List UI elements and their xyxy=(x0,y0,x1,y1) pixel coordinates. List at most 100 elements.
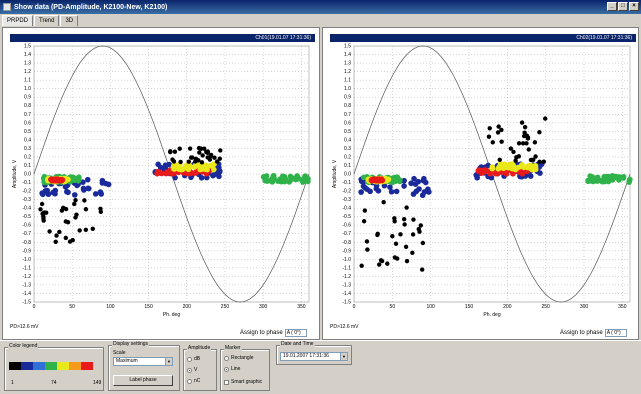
y-tick-label: 1.1 xyxy=(344,78,351,84)
y-tick-label: -0.1 xyxy=(22,180,31,186)
pd-pulse-point xyxy=(178,159,183,165)
y-tick-label: -0.6 xyxy=(342,223,351,229)
amplitude-db-radio[interactable]: dB xyxy=(187,356,200,362)
assign-phase-select[interactable]: A ( 0°) xyxy=(604,329,627,337)
window-title: Show data (PD-Amplitude, K2100-New, K210… xyxy=(14,3,168,11)
pd-pulse-point xyxy=(361,219,367,224)
tab-trend[interactable]: Trend xyxy=(34,15,60,26)
pd-pulse-point xyxy=(187,146,193,151)
radio-icon xyxy=(224,355,229,361)
scale-value: Maximum xyxy=(116,358,138,364)
pd-pulse-point xyxy=(90,226,95,231)
y-tick-label: 0.3 xyxy=(24,146,31,152)
pd-pulse-point xyxy=(385,261,390,266)
radio-icon xyxy=(187,356,192,362)
pd-pulse-point xyxy=(404,258,410,264)
color-legend-bar xyxy=(9,362,93,370)
app-icon xyxy=(3,3,11,11)
pd-pulse-point xyxy=(605,178,612,185)
amplitude-title: Amplitude xyxy=(187,345,212,351)
pd-pulse-point xyxy=(497,157,502,163)
pd-pulse-point xyxy=(97,189,104,195)
y-tick-label: 0.2 xyxy=(344,154,351,160)
y-tick-label: 0.0 xyxy=(24,172,31,178)
pd-pulse-point xyxy=(404,205,409,210)
y-tick-label: -1.3 xyxy=(22,282,31,288)
pd-threshold-label-ch02: PD>12.6 mV xyxy=(330,324,359,330)
pd-pulse-point xyxy=(396,177,403,184)
y-tick-label: -1.5 xyxy=(22,300,31,306)
pd-pulse-point xyxy=(524,141,529,146)
amplitude-v-radio[interactable]: V xyxy=(187,367,197,373)
x-tick-label: 300 xyxy=(580,304,589,310)
pd-pulse-point xyxy=(92,191,99,197)
label-phase-button[interactable]: Label phase xyxy=(113,375,173,386)
close-button[interactable]: × xyxy=(629,2,639,11)
pd-pulse-point xyxy=(373,177,379,184)
pd-pulse-point xyxy=(381,199,386,205)
pd-pulse-point xyxy=(522,124,528,130)
assign-phase-select[interactable]: A ( 0°) xyxy=(284,329,307,337)
pd-pulse-point xyxy=(74,182,80,189)
amplitude-group: Amplitude dB V nC xyxy=(183,345,217,391)
y-tick-label: 0.1 xyxy=(24,163,31,169)
marker-rectangle-radio[interactable]: Rectangle xyxy=(224,355,254,361)
amplitude-nc-radio[interactable]: nC xyxy=(187,378,200,384)
color-legend-title: Color legend xyxy=(8,343,39,349)
y-tick-label: -0.2 xyxy=(22,189,31,195)
pd-pulse-point xyxy=(73,198,78,203)
pd-pulse-point xyxy=(421,175,427,182)
y-tick-label: -1.3 xyxy=(342,282,351,288)
tab-prpdd[interactable]: PRPDD xyxy=(2,15,34,26)
pd-pulse-point xyxy=(411,217,416,222)
pd-pulse-point xyxy=(365,247,370,252)
pd-pulse-point xyxy=(171,166,178,172)
assign-phase-value: A ( 0°) xyxy=(286,330,301,336)
pd-pulse-point xyxy=(185,166,192,173)
x-tick-label: 150 xyxy=(465,304,474,310)
pd-pulse-point xyxy=(487,126,492,131)
pd-pulse-point xyxy=(72,201,77,207)
y-tick-label: -0.6 xyxy=(22,223,31,229)
y-tick-label: -1.1 xyxy=(22,265,31,271)
pd-pulse-point xyxy=(537,129,542,135)
pd-pulse-point xyxy=(59,208,65,213)
pd-pulse-point xyxy=(526,147,531,152)
x-tick-label: 300 xyxy=(259,304,268,310)
pd-pulse-point xyxy=(393,188,400,195)
scale-select[interactable]: Maximum ▼ xyxy=(113,357,173,366)
assign-phase-ch01: Assign to phase A ( 0°) xyxy=(240,329,307,337)
amplitude-nc-label: nC xyxy=(194,378,201,384)
pd-pulse-point xyxy=(519,170,526,177)
pd-pulse-point xyxy=(517,163,524,170)
y-tick-label: 0.9 xyxy=(344,95,351,101)
x-axis-label: Ph. deg xyxy=(483,312,500,318)
y-tick-label: -1.4 xyxy=(342,291,351,297)
display-settings-group: Display settings Scale Maximum ▼ Label p… xyxy=(108,341,180,391)
x-tick-label: 250 xyxy=(221,304,230,310)
pd-pulse-point xyxy=(392,255,398,260)
minimize-button[interactable]: _ xyxy=(607,2,617,11)
pd-pulse-point xyxy=(269,179,276,185)
maximize-button[interactable]: □ xyxy=(618,2,628,11)
pd-pulse-point xyxy=(177,146,182,151)
y-tick-label: -1.5 xyxy=(342,300,351,306)
date-time-title: Date and Time xyxy=(280,341,315,347)
y-tick-label: -1.2 xyxy=(22,274,31,280)
marker-line-radio[interactable]: Line xyxy=(224,366,240,372)
tab-3d[interactable]: 3D xyxy=(60,15,79,26)
x-tick-label: 350 xyxy=(618,304,627,310)
pd-pulse-point xyxy=(39,201,45,207)
smart-graphic-checkbox[interactable]: Smart graphic xyxy=(224,379,262,385)
pd-pulse-point xyxy=(543,116,548,121)
color-legend-mid: 74 xyxy=(51,380,57,386)
pd-pulse-point xyxy=(364,239,370,244)
pd-pulse-point xyxy=(57,177,64,184)
color-legend-max: 149 xyxy=(93,380,102,386)
pd-pulse-point xyxy=(496,124,501,129)
assign-phase-value: A ( 0°) xyxy=(606,330,621,336)
date-time-select[interactable]: 19.01.2007 17:31:36 ▼ xyxy=(280,352,348,361)
pd-pulse-point xyxy=(214,159,220,164)
pd-pulse-point xyxy=(286,179,293,185)
chevron-down-icon: ▼ xyxy=(165,358,172,365)
